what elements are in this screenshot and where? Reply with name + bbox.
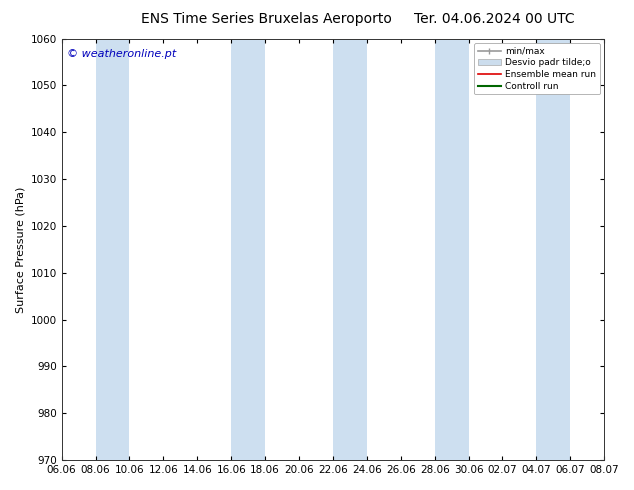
- Bar: [96, 39, 129, 460]
- Text: © weatheronline.pt: © weatheronline.pt: [67, 49, 176, 59]
- Legend: min/max, Desvio padr tilde;o, Ensemble mean run, Controll run: min/max, Desvio padr tilde;o, Ensemble m…: [474, 43, 600, 95]
- Bar: [333, 39, 367, 460]
- Bar: [536, 39, 570, 460]
- Text: ENS Time Series Bruxelas Aeroporto: ENS Time Series Bruxelas Aeroporto: [141, 12, 392, 26]
- Bar: [435, 39, 469, 460]
- Bar: [231, 39, 265, 460]
- Bar: [604, 39, 634, 460]
- Text: Ter. 04.06.2024 00 UTC: Ter. 04.06.2024 00 UTC: [414, 12, 575, 26]
- Y-axis label: Surface Pressure (hPa): Surface Pressure (hPa): [15, 186, 25, 313]
